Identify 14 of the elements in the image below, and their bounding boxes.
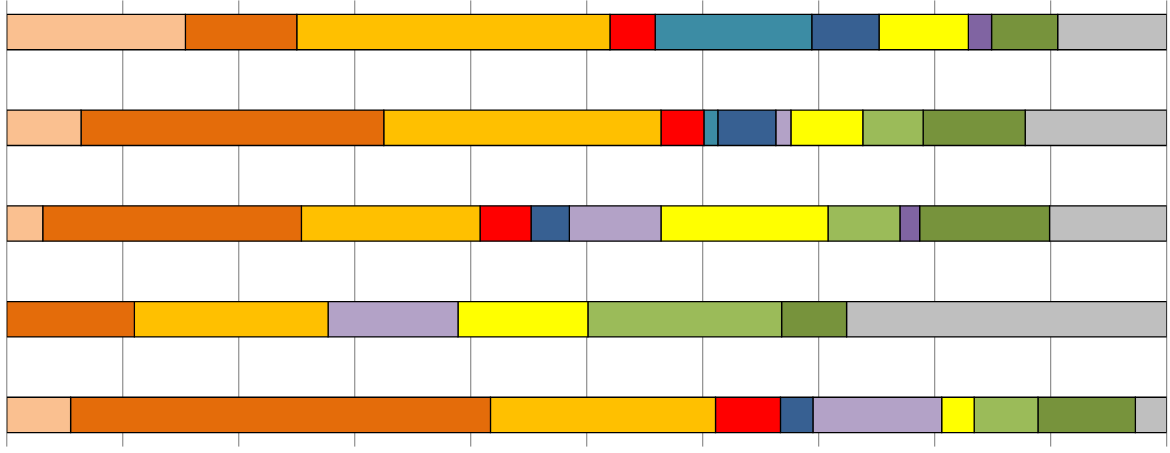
bar	[69, 396, 492, 434]
bar	[80, 109, 385, 146]
bar	[42, 204, 303, 242]
bar	[1057, 13, 1167, 51]
bar	[6, 300, 136, 338]
bar	[6, 204, 44, 242]
bar	[1024, 109, 1167, 146]
bar	[1134, 396, 1167, 434]
bar	[184, 13, 298, 51]
bar	[6, 109, 82, 146]
bar	[6, 13, 187, 51]
bar	[1048, 204, 1167, 242]
bar	[6, 396, 72, 434]
bar	[845, 300, 1167, 338]
